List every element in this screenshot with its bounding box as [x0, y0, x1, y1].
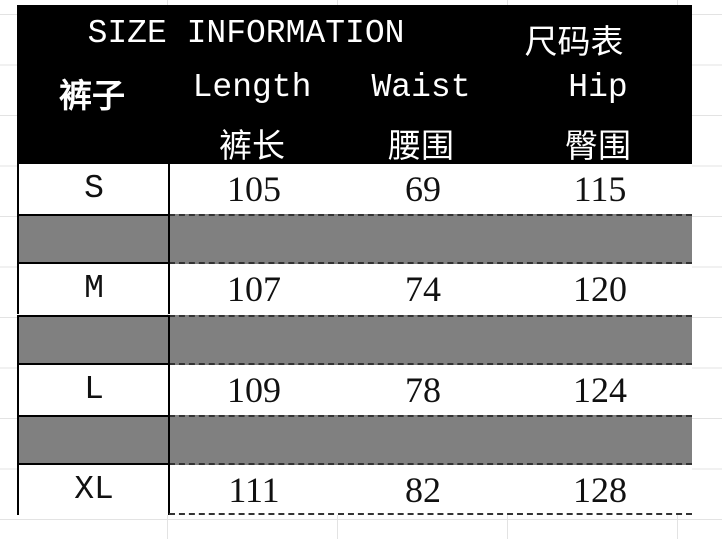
hip-cell: 124: [573, 370, 627, 410]
table-header: SIZE INFORMATION 尺码表 裤子 Length 裤长 Waist …: [17, 5, 692, 165]
column-header-hip-cn: 臀围: [565, 126, 631, 165]
hip-cell: 120: [573, 269, 627, 309]
size-cell: L: [84, 371, 104, 408]
table-row: M 107 74 120: [17, 264, 692, 314]
spacer-row: [17, 315, 692, 365]
spacer-row: [17, 415, 692, 465]
spacer-row: [17, 214, 692, 264]
hip-cell: 115: [573, 169, 627, 209]
table-row: S 105 69 115: [17, 164, 692, 214]
length-cell: 109: [227, 370, 281, 410]
table-title-cn: 尺码表: [524, 22, 624, 61]
waist-cell: 78: [405, 370, 441, 410]
length-cell: 111: [228, 470, 280, 510]
waist-cell: 82: [405, 470, 441, 510]
table-row: L 109 78 124: [17, 365, 692, 415]
length-cell: 107: [227, 269, 281, 309]
waist-cell: 74: [405, 269, 441, 309]
hip-cell: 128: [573, 470, 627, 510]
size-cell: S: [84, 170, 104, 207]
size-cell: M: [84, 270, 104, 307]
item-label-cn: 裤子: [59, 76, 125, 115]
waist-cell: 69: [405, 169, 441, 209]
column-header-hip: Hip: [568, 69, 628, 106]
column-header-waist: Waist: [371, 69, 471, 106]
table-row: XL 111 82 128: [17, 465, 692, 515]
table-title: SIZE INFORMATION: [87, 15, 405, 52]
column-header-length-cn: 裤长: [219, 126, 285, 165]
size-cell: XL: [74, 471, 114, 508]
column-header-waist-cn: 腰围: [388, 126, 454, 165]
length-cell: 105: [227, 169, 281, 209]
column-header-length: Length: [192, 69, 312, 106]
